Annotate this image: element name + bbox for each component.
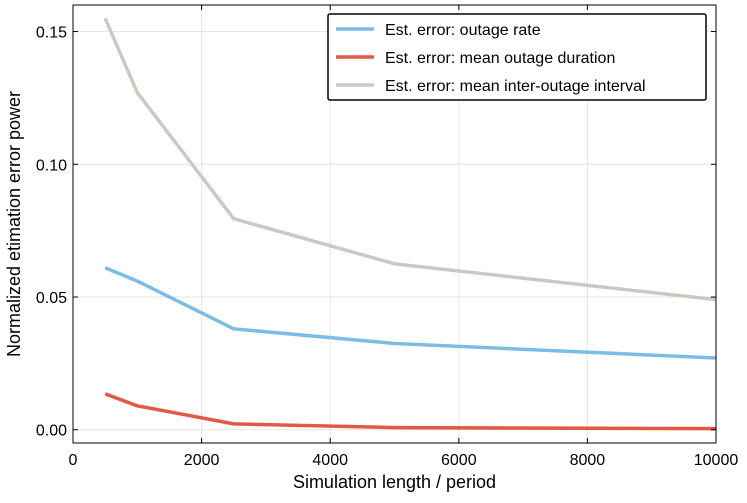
series-line-3 <box>103 17 717 302</box>
plot-area-frame <box>72 4 717 444</box>
legend-items: Est. error: outage rate Est. error: mean … <box>336 22 646 95</box>
x-tick-label: 2000 <box>184 452 220 469</box>
y-tick-label: 0.05 <box>36 290 67 307</box>
x-tick-label: 8000 <box>570 452 606 469</box>
x-axis-label: Simulation length / period <box>293 472 496 492</box>
series-line-2 <box>104 392 717 431</box>
y-tick-label: 0.15 <box>36 25 67 42</box>
axis-ticks <box>72 5 717 443</box>
series-lines <box>103 17 717 431</box>
legend-label-2: Est. error: mean outage duration <box>385 50 615 67</box>
legend: Est. error: outage rate Est. error: mean … <box>327 13 707 101</box>
legend-label-1: Est. error: outage rate <box>385 22 541 39</box>
legend-label-3: Est. error: mean inter-outage interval <box>385 78 646 95</box>
y-axis-tick-labels: 0.00 0.05 0.10 0.15 <box>36 25 67 440</box>
x-tick-label: 0 <box>69 452 78 469</box>
legend-box <box>327 13 707 101</box>
y-tick-label: 0.00 <box>36 423 67 440</box>
y-axis-label: Normalized etimation error power <box>4 91 24 357</box>
y-tick-label: 0.10 <box>36 157 67 174</box>
x-tick-label: 10000 <box>694 452 739 469</box>
x-axis-tick-labels: 0 2000 4000 6000 8000 10000 <box>69 452 739 469</box>
series-line-1 <box>104 266 717 360</box>
x-tick-label: 6000 <box>441 452 477 469</box>
x-tick-label: 4000 <box>312 452 348 469</box>
